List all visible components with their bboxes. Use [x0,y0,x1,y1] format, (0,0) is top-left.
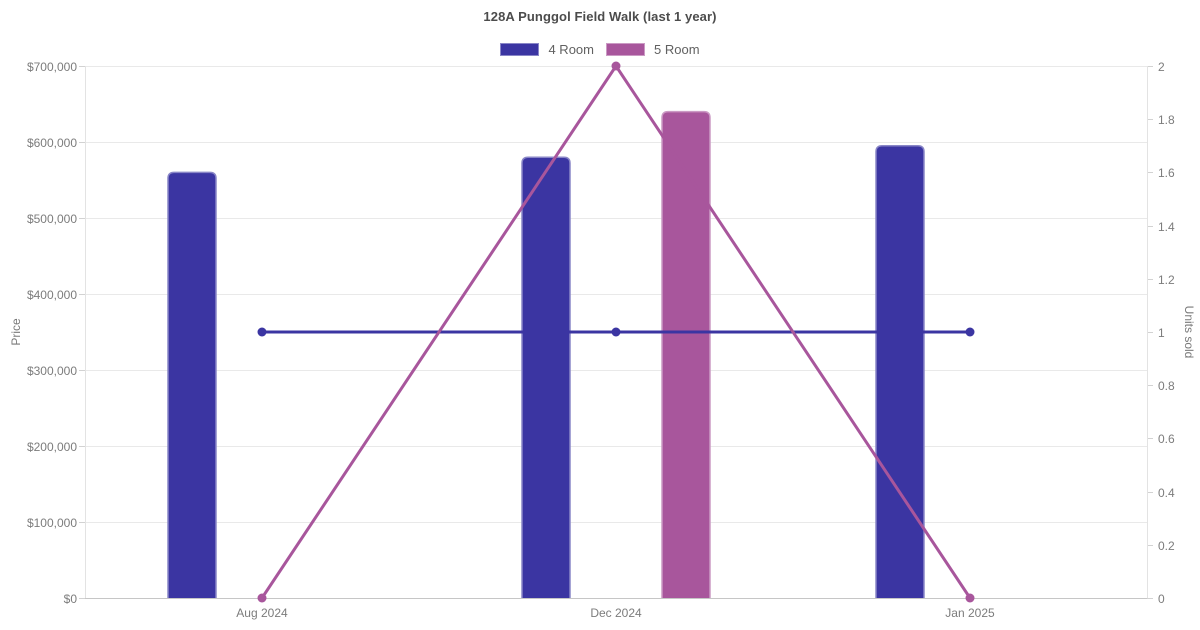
4-room-point[interactable] [965,327,975,337]
4-room-bar[interactable] [875,145,925,598]
4-room-bar[interactable] [167,171,217,598]
4-room-point[interactable] [257,327,267,337]
4-room-point[interactable] [611,327,621,337]
chart-title: 128A Punggol Field Walk (last 1 year) [483,9,717,24]
legend: 4 Room 5 Room [0,42,1200,57]
5-room-point[interactable] [965,593,975,603]
5-room-point[interactable] [257,593,267,603]
legend-item-4-room[interactable]: 4 Room [500,42,594,57]
legend-label-4-room: 4 Room [548,42,594,57]
5-room-bar[interactable] [661,110,711,598]
legend-swatch-5-room [606,43,645,56]
legend-label-5-room: 5 Room [654,42,700,57]
legend-swatch-4-room [500,43,540,56]
legend-item-5-room[interactable]: 5 Room [606,42,700,57]
4-room-bar[interactable] [521,156,571,598]
5-room-point[interactable] [611,61,621,71]
